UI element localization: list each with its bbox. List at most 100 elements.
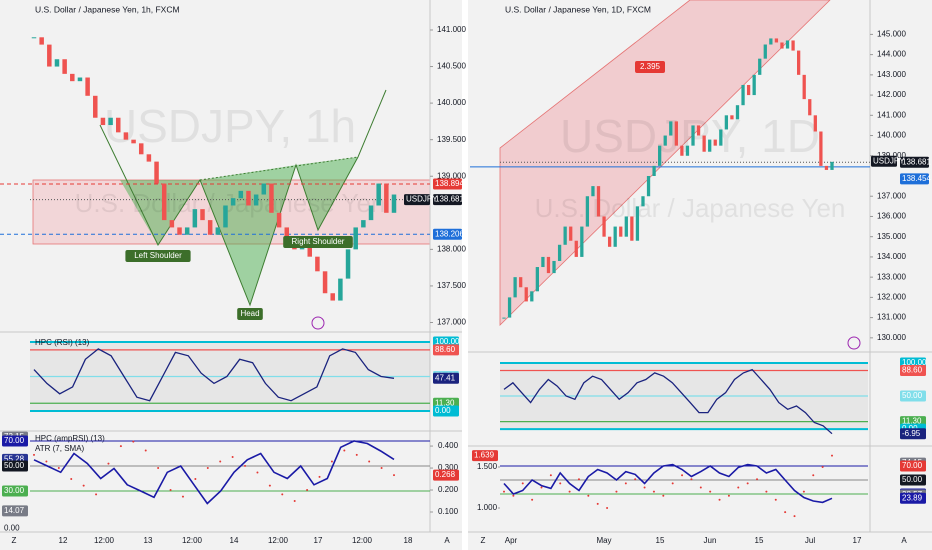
candle	[368, 205, 374, 221]
price-tag: 0.00	[435, 406, 451, 415]
time-label: 12:00	[182, 536, 203, 545]
price-tag-bg	[900, 364, 926, 376]
candle	[780, 42, 784, 49]
atr-dot	[606, 506, 609, 509]
atr-dot	[330, 460, 333, 463]
atr-dot	[831, 454, 833, 457]
price-tag-bg	[433, 469, 459, 481]
price-tag: 50.00	[902, 475, 923, 484]
candle	[541, 256, 545, 268]
price-tag: 138.206	[435, 229, 464, 238]
atr-dot	[169, 489, 172, 492]
price-tag-bg	[433, 228, 462, 240]
price-tag: 47.41	[435, 373, 456, 382]
price-tag-bg	[2, 485, 28, 497]
atr-dot	[181, 495, 184, 498]
atr-dot	[256, 471, 259, 474]
chart-title: U.S. Dollar / Japanese Yen, 1D, FXCM	[505, 4, 651, 14]
price-tag-bg	[2, 435, 28, 447]
atr-dot	[681, 474, 684, 477]
atr-dot	[643, 486, 646, 489]
candle	[524, 287, 528, 302]
event-icon	[311, 316, 325, 330]
neckline	[199, 156, 359, 181]
atr-dot	[293, 500, 296, 503]
price-tag: 0.268	[435, 470, 456, 479]
candle	[635, 206, 640, 241]
price-tag: 100.00	[435, 337, 460, 346]
candle	[47, 44, 52, 67]
y-tick-label: 143.000	[877, 70, 906, 79]
watermark-symbol: USDJPY, 1h	[104, 100, 356, 152]
time-label: Z	[481, 536, 486, 545]
time-label: Apr	[505, 536, 518, 545]
price-tag: 70.00	[4, 436, 25, 445]
candle	[513, 277, 517, 298]
candle	[774, 38, 779, 43]
price-tag: 0.00	[4, 524, 20, 533]
candle	[322, 271, 328, 294]
candle	[591, 186, 595, 197]
y-tick-label: 140.000	[437, 98, 466, 107]
y-tick-label: 141.000	[437, 25, 466, 34]
candle	[574, 240, 578, 257]
candle	[384, 183, 389, 213]
candle	[619, 226, 623, 237]
candle	[580, 226, 584, 257]
atr-dot	[531, 498, 534, 501]
candle	[674, 121, 678, 146]
atr-dot	[812, 474, 815, 477]
candle	[108, 117, 113, 126]
y-tick-label: 130.000	[877, 333, 906, 342]
y-tick-label: 1.000	[477, 503, 498, 512]
annotation: Left Shoulder	[134, 251, 182, 260]
candle	[708, 139, 712, 152]
price-tag: 138.681	[435, 195, 464, 204]
candle	[763, 44, 767, 59]
price-tag: 138.681	[902, 157, 931, 166]
candle	[502, 317, 506, 319]
time-label: A	[901, 536, 907, 545]
atr-dot	[774, 498, 777, 501]
annotation-bg	[237, 308, 263, 320]
time-label: 13	[144, 536, 153, 545]
candle	[613, 226, 617, 247]
atr-dot	[194, 478, 197, 481]
time-label: Jun	[704, 536, 717, 545]
candle	[552, 260, 556, 274]
candle	[713, 139, 717, 146]
candle	[223, 205, 228, 228]
atr-dot	[219, 460, 222, 463]
atr-dot	[802, 490, 805, 493]
candle	[238, 190, 244, 199]
y-tick-label: 139.000	[877, 151, 906, 160]
atr-dot	[368, 460, 371, 463]
atr-dot	[596, 502, 599, 505]
atr-dot	[393, 474, 395, 477]
candle	[31, 37, 37, 39]
price-tag: 23.89	[902, 493, 923, 502]
time-label: 12:00	[268, 536, 289, 545]
price-tag-bg	[433, 372, 459, 384]
candle	[276, 212, 282, 228]
candle	[519, 277, 523, 288]
atr-dot	[318, 475, 321, 478]
atr-dot	[343, 449, 346, 452]
y-tick-label: 141.000	[877, 110, 906, 119]
price-tag-bg	[404, 194, 430, 206]
candle	[719, 129, 723, 146]
candle	[824, 165, 829, 170]
y-tick-label: 137.000	[877, 191, 906, 200]
atr-dot	[718, 498, 721, 501]
atr-dot	[671, 482, 674, 485]
price-tag: 88.60	[435, 345, 456, 354]
candle	[746, 84, 751, 96]
price-tag: 50.00	[4, 461, 25, 470]
candle	[802, 74, 806, 100]
y-tick-label: 0.200	[438, 485, 459, 494]
candle	[602, 216, 606, 237]
watermark-name: U.S. Dollar / Japanese Yen	[75, 188, 386, 218]
atr-dot	[821, 466, 824, 469]
time-label: May	[596, 536, 611, 545]
